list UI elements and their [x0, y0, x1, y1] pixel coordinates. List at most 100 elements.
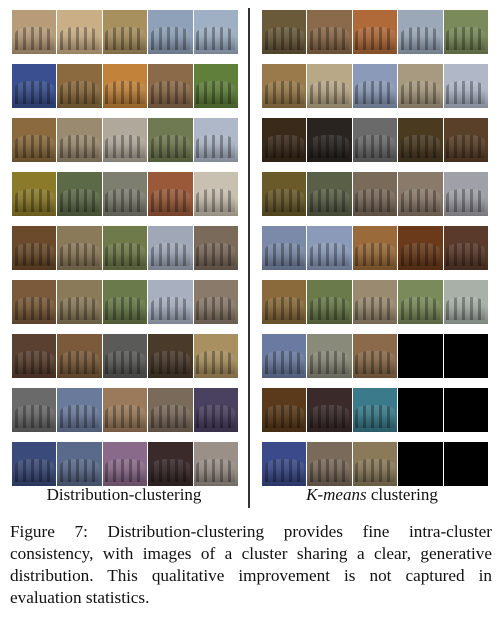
right-cluster-row [262, 226, 489, 270]
colosseum-thumbnail [193, 172, 239, 216]
colosseum-thumbnail [148, 442, 193, 486]
colosseum-thumbnail [262, 172, 307, 216]
colosseum-thumbnail [57, 388, 102, 432]
left-cluster-row [12, 388, 239, 432]
colosseum-thumbnail [12, 172, 57, 216]
colosseum-thumbnail [307, 442, 352, 486]
colosseum-thumbnail [262, 64, 307, 108]
colosseum-thumbnail [352, 10, 398, 54]
colosseum-thumbnail [307, 172, 352, 216]
colosseum-thumbnail [148, 226, 193, 270]
colosseum-thumbnail [352, 226, 398, 270]
colosseum-thumbnail [57, 10, 102, 54]
colosseum-thumbnail [12, 442, 57, 486]
colosseum-thumbnail [398, 280, 443, 324]
colosseum-thumbnail [102, 172, 148, 216]
colosseum-thumbnail [102, 64, 148, 108]
colosseum-thumbnail [12, 64, 57, 108]
colosseum-thumbnail [12, 118, 57, 162]
kmeans-label-italic: K-means [306, 485, 367, 504]
colosseum-thumbnail [262, 10, 307, 54]
right-cluster-row [262, 118, 489, 162]
left-cluster-row [12, 280, 239, 324]
distribution-clustering-label: Distribution-clustering [46, 485, 202, 504]
colosseum-thumbnail [102, 442, 148, 486]
colosseum-thumbnail [443, 172, 489, 216]
colosseum-thumbnail [148, 64, 193, 108]
panel-divider [248, 8, 250, 508]
colosseum-thumbnail [12, 226, 57, 270]
left-cluster-row [12, 334, 239, 378]
colosseum-thumbnail [193, 334, 239, 378]
kmeans-clustering-panel [262, 10, 489, 496]
distribution-clustering-panel [12, 10, 239, 496]
colosseum-thumbnail [57, 280, 102, 324]
colosseum-thumbnail [148, 334, 193, 378]
empty-thumbnail [398, 442, 443, 486]
colosseum-thumbnail [102, 280, 148, 324]
figure-caption: Figure 7: Distribution-clustering provid… [10, 522, 492, 607]
colosseum-thumbnail [193, 226, 239, 270]
colosseum-thumbnail [102, 334, 148, 378]
empty-thumbnail [398, 388, 443, 432]
colosseum-thumbnail [262, 388, 307, 432]
colosseum-thumbnail [102, 10, 148, 54]
colosseum-thumbnail [262, 442, 307, 486]
empty-thumbnail [398, 334, 443, 378]
colosseum-thumbnail [398, 172, 443, 216]
colosseum-thumbnail [57, 226, 102, 270]
colosseum-thumbnail [307, 118, 352, 162]
empty-thumbnail [443, 442, 489, 486]
colosseum-thumbnail [352, 280, 398, 324]
colosseum-thumbnail [398, 118, 443, 162]
left-cluster-row [12, 172, 239, 216]
empty-thumbnail [443, 388, 489, 432]
colosseum-thumbnail [57, 334, 102, 378]
left-cluster-row [12, 226, 239, 270]
colosseum-thumbnail [443, 226, 489, 270]
colosseum-thumbnail [307, 64, 352, 108]
colosseum-thumbnail [307, 10, 352, 54]
right-cluster-row [262, 442, 489, 486]
figure-7: Distribution-clustering K-means clusteri… [12, 8, 492, 508]
colosseum-thumbnail [12, 280, 57, 324]
right-cluster-row [262, 334, 489, 378]
left-cluster-row [12, 118, 239, 162]
right-cluster-row [262, 64, 489, 108]
colosseum-thumbnail [352, 334, 398, 378]
colosseum-thumbnail [57, 64, 102, 108]
colosseum-thumbnail [148, 280, 193, 324]
colosseum-thumbnail [57, 442, 102, 486]
right-cluster-row [262, 172, 489, 216]
colosseum-thumbnail [193, 10, 239, 54]
colosseum-thumbnail [262, 334, 307, 378]
left-cluster-row [12, 64, 239, 108]
colosseum-thumbnail [12, 388, 57, 432]
colosseum-thumbnail [307, 226, 352, 270]
colosseum-thumbnail [262, 280, 307, 324]
colosseum-thumbnail [352, 172, 398, 216]
colosseum-thumbnail [193, 64, 239, 108]
colosseum-thumbnail [352, 442, 398, 486]
colosseum-thumbnail [398, 64, 443, 108]
colosseum-thumbnail [443, 10, 489, 54]
colosseum-thumbnail [352, 118, 398, 162]
kmeans-label-rest: clustering [366, 485, 438, 504]
colosseum-thumbnail [398, 10, 443, 54]
colosseum-thumbnail [193, 118, 239, 162]
colosseum-thumbnail [443, 118, 489, 162]
colosseum-thumbnail [148, 172, 193, 216]
kmeans-clustering-label: K-means clustering [252, 485, 492, 505]
colosseum-thumbnail [352, 64, 398, 108]
colosseum-thumbnail [57, 118, 102, 162]
colosseum-thumbnail [398, 226, 443, 270]
colosseum-thumbnail [443, 64, 489, 108]
colosseum-thumbnail [102, 388, 148, 432]
right-cluster-row [262, 280, 489, 324]
colosseum-thumbnail [443, 280, 489, 324]
colosseum-thumbnail [148, 118, 193, 162]
colosseum-thumbnail [307, 388, 352, 432]
right-cluster-row [262, 388, 489, 432]
left-cluster-row [12, 10, 239, 54]
colosseum-thumbnail [262, 118, 307, 162]
